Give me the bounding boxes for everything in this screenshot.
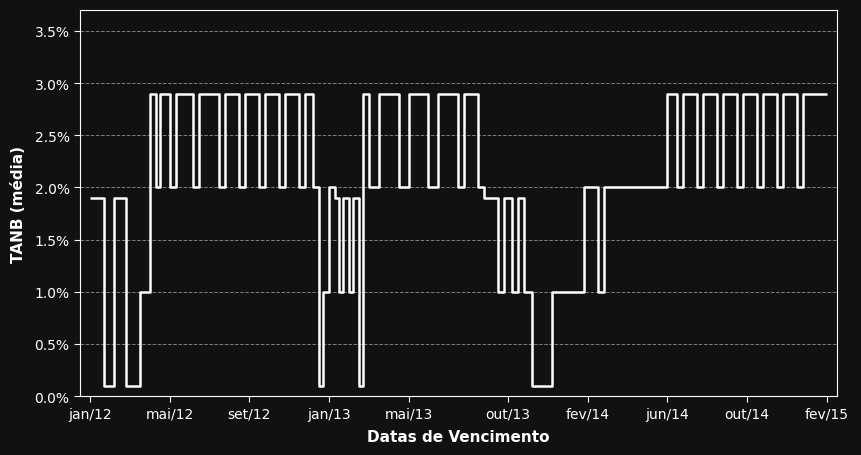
X-axis label: Datas de Vencimento: Datas de Vencimento bbox=[367, 429, 549, 444]
Y-axis label: TANB (média): TANB (média) bbox=[11, 145, 26, 262]
